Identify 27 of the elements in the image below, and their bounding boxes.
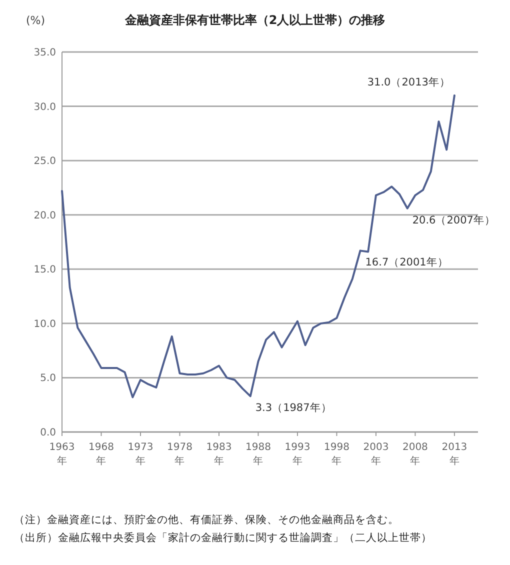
annotation: 20.6（2007年） <box>412 214 496 226</box>
x-tick-label: 1968 年 <box>88 442 114 467</box>
x-tick-label: 1988 年 <box>246 442 271 467</box>
y-tick-label: 30.0 <box>34 102 56 113</box>
y-tick-label: 10.0 <box>34 318 56 330</box>
annotation: 3.3（1987年） <box>255 402 332 414</box>
x-tick-label: 2008 年 <box>402 442 428 467</box>
x-tick-label: 1998 年 <box>324 442 350 467</box>
text: （注）金融資産には、預貯金の他、有価証券、保険、その他金融商品を含む。 <box>14 513 399 526</box>
x-tick-label: 2013 年 <box>442 442 468 467</box>
annotation: 31.0（2013年） <box>367 76 450 88</box>
y-tick-label: 15.0 <box>34 264 56 276</box>
y-tick-label: 5.0 <box>40 373 56 384</box>
y-tick-label: 0.0 <box>40 428 56 438</box>
y-tick-label: 35.0 <box>34 48 56 58</box>
x-tick-label: 1973 年 <box>128 442 154 467</box>
chart-title: 金融資産非保有世帯比率（2人以上世帯）の推移 <box>124 13 386 27</box>
x-tick-label: 1963 年 <box>49 442 75 467</box>
x-tick-label: 1978 年 <box>167 442 192 467</box>
text: （出所）金融広報中央委員会「家計の金融行動に関する世論調査」（二人以上世帯） <box>14 531 432 544</box>
y-tick-label: 25.0 <box>34 156 56 168</box>
x-tick-label: 1983 年 <box>206 442 232 467</box>
annotation: 16.7（2001年） <box>365 256 448 269</box>
y-tick-label: 20.0 <box>34 210 56 222</box>
y-axis-title: (%) <box>26 14 46 27</box>
x-tick-label: 2003 年 <box>363 442 389 467</box>
x-tick-label: 1993 年 <box>284 442 310 467</box>
